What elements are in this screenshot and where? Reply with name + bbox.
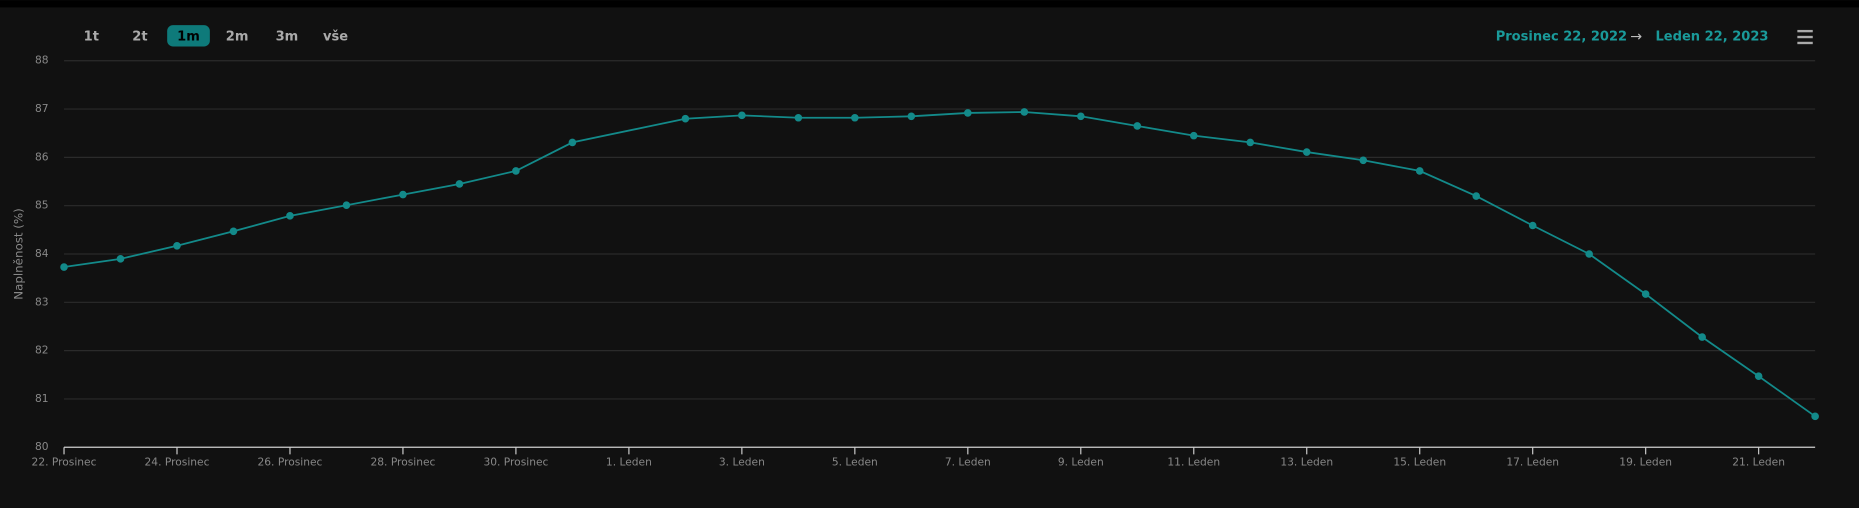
x-tick-label: 1. Leden [606,456,652,469]
data-point [1415,167,1424,175]
data-point [851,113,859,122]
data-point [1528,221,1537,230]
y-tick-label: 80 [35,440,49,453]
range-to[interactable]: Leden 22, 2023 [1655,30,1768,45]
data-point [1811,412,1819,421]
data-point [60,263,68,271]
data-point [907,112,916,121]
y-axis-title: Naplněnost (%) [11,208,25,300]
data-point [1359,156,1368,165]
y-tick-label: 83 [35,295,49,308]
y-tick-label: 84 [35,247,49,260]
y-tick-label: 81 [35,392,49,405]
data-point [1641,290,1650,298]
y-tick-label: 82 [35,344,49,357]
range-button[interactable]: vše [323,30,348,45]
x-tick-label: 15. Leden [1393,456,1446,469]
data-point [1189,131,1198,140]
data-point [229,227,238,236]
x-tick-label: 21. Leden [1732,456,1785,469]
data-point [1754,372,1763,381]
x-tick-label: 26. Prosinec [258,456,323,469]
data-point [1698,333,1706,341]
data-point [173,241,181,250]
button-active-bg [167,25,210,47]
x-tick-label: 3. Leden [719,456,765,469]
y-tick-label: 85 [35,199,49,212]
range-button[interactable]: 2t [132,30,147,45]
x-tick-label: 13. Leden [1280,456,1333,469]
data-point [1472,192,1481,200]
x-tick-label: 17. Leden [1506,456,1559,469]
data-point [794,113,803,122]
range-from[interactable]: Prosinec 22, 2022 [1496,30,1627,45]
data-point [1133,122,1142,130]
x-tick-label: 30. Prosinec [483,456,548,469]
data-point [1585,250,1593,258]
x-tick-label: 5. Leden [832,456,878,469]
data-point [1246,138,1255,147]
range-button[interactable]: 1t [84,30,99,45]
data-point [512,167,520,175]
x-tick-label: 11. Leden [1167,456,1220,469]
x-tick-label: 7. Leden [945,456,991,469]
data-point [1077,112,1085,121]
x-tick-label: 9. Leden [1058,456,1104,469]
data-point [738,111,746,120]
data-point [568,138,577,147]
top-bar [0,0,1859,8]
data-point [1302,148,1311,156]
x-tick-label: 24. Prosinec [145,456,210,469]
menu-button[interactable] [1797,29,1813,45]
data-point [455,180,464,188]
data-point [116,255,125,263]
y-tick-label: 87 [35,102,49,115]
range-button[interactable]: 2m [226,30,249,45]
data-point [681,114,690,123]
data-point [399,190,407,199]
data-point [342,201,351,209]
x-tick-label: 28. Prosinec [370,456,435,469]
range-button[interactable]: 1m [177,30,200,45]
x-tick-label: 22. Prosinec [32,456,97,469]
data-point [286,212,294,220]
data-point [964,109,972,117]
range-arrow: → [1630,29,1642,45]
range-button[interactable]: 3m [276,30,299,45]
x-tick-label: 19. Leden [1619,456,1672,469]
data-point [1020,108,1029,116]
y-tick-label: 86 [35,150,49,163]
y-tick-label: 88 [35,54,49,67]
